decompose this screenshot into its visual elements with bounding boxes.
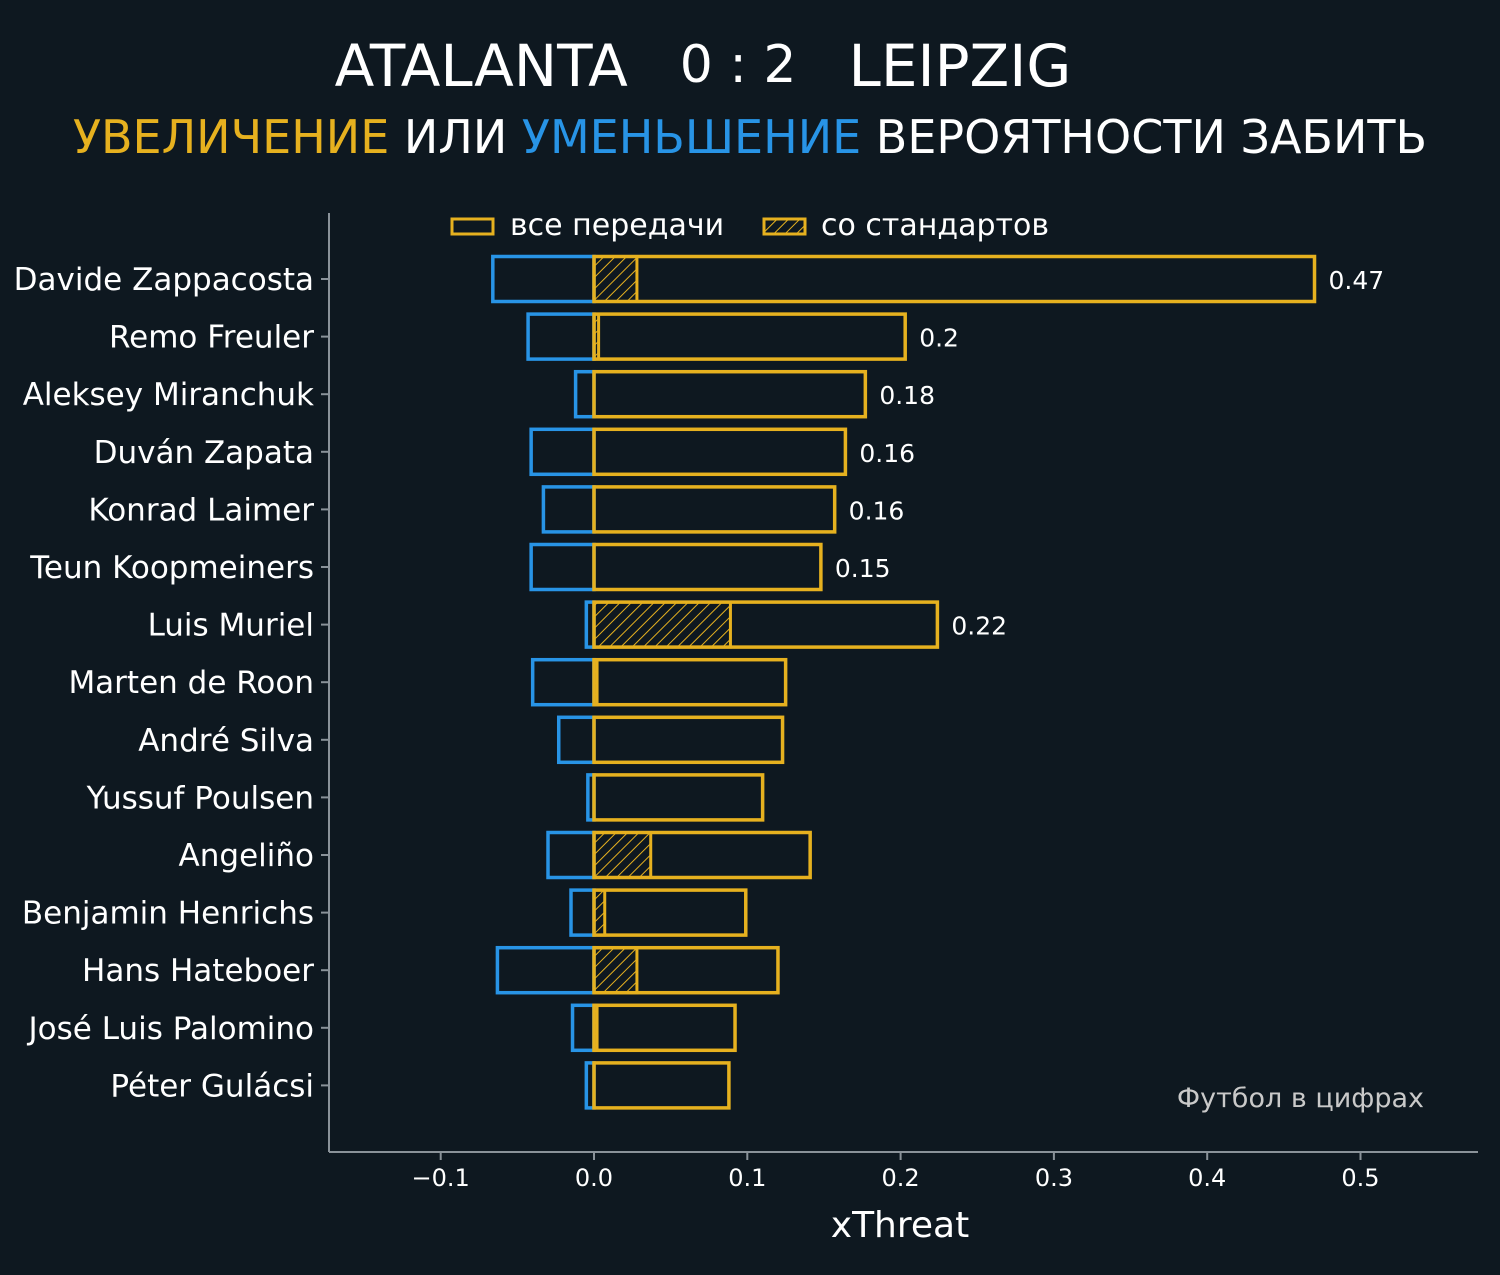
negative-bar [541,485,596,534]
positive-bar [592,888,748,937]
negative-bar [570,1003,596,1053]
value-label: 0.16 [849,496,905,525]
positive-bar [592,312,907,361]
positive-bar [592,830,812,880]
player-name: Davide Zappacosta [14,262,314,298]
player-name: Angeliño [179,838,314,874]
legend-label-all-passes: все передачи [510,208,724,243]
set-piece-bar [592,600,732,649]
value-label: 0.16 [859,439,915,468]
player-row [530,657,788,707]
positive-bar [592,773,765,822]
player-name: Benjamin Henrichs [22,896,314,932]
positive-bar [592,657,788,707]
positive-bar [592,254,1317,304]
player-row: 0.18 [573,369,935,419]
subtitle-or: ИЛИ [389,110,522,164]
watermark: Футбол в цифрах [1177,1083,1424,1114]
player-name: Luis Muriel [148,608,314,644]
x-tick-label: 0.2 [882,1164,920,1192]
legend-swatch-all-passes [450,217,495,236]
player-row [556,715,785,765]
player-name: Marten de Roon [68,665,314,701]
x-tick-label: 0.4 [1188,1164,1226,1192]
negative-bar [526,312,596,361]
set-piece-bar [592,946,639,995]
x-axis-label: xThreat [831,1205,969,1246]
player-name: Duván Zapata [94,435,314,471]
positive-bar [592,485,837,534]
set-piece-bar [592,255,639,303]
player-labels: Davide Zappacosta Remo Freuler Aleksey Mir… [14,262,329,1104]
subtitle: УВЕЛИЧЕНИЕ ИЛИ УМЕНЬШЕНИЕ ВЕРОЯТНОСТИ ЗА… [73,110,1427,164]
x-tick-label: 0.1 [728,1164,766,1192]
player-name: José Luis Palomino [27,1011,314,1047]
player-row [586,773,765,822]
legend: все передачи со стандартов [450,208,1049,243]
home-team: ATALANTA [335,32,628,100]
positive-bar [592,1061,731,1110]
x-tick-label: −0.1 [412,1164,470,1192]
negative-bar [529,542,596,592]
x-tick-label: 0.5 [1341,1164,1379,1192]
positive-bar [592,945,780,995]
bars-layer: 0.47 0.2 0.18 0.16 0.16 0.15 0.22 [491,254,1385,1110]
value-label: 0.2 [919,324,959,353]
player-row [495,945,780,995]
set-piece-bar [592,831,653,879]
positive-bar [592,427,848,477]
positive-bar [592,600,940,649]
negative-bar [556,715,596,765]
player-row: 0.16 [541,485,905,534]
player-name: Péter Gulácsi [110,1068,314,1104]
x-tick-label: 0.3 [1035,1164,1073,1192]
player-name: Yussuf Poulsen [86,780,314,816]
match-score: 0 : 2 [680,35,797,95]
player-row: 0.22 [584,600,1007,649]
value-label: 0.15 [835,554,891,583]
legend-label-set-pieces: со стандартов [821,208,1049,243]
positive-bar [592,542,823,592]
positive-bar [592,369,868,419]
subtitle-decrease: УМЕНЬШЕНИЕ [522,110,861,164]
match-title: ATALANTA 0 : 2 LEIPZIG [335,32,1072,100]
player-name: Konrad Laimer [88,492,314,528]
away-team: LEIPZIG [849,32,1072,100]
player-row: 0.15 [529,542,891,592]
player-row [584,1061,731,1110]
player-name: Teun Koopmeiners [29,550,314,586]
player-row [546,830,812,880]
player-row: 0.16 [529,427,915,477]
subtitle-rest: ВЕРОЯТНОСТИ ЗАБИТЬ [861,110,1427,164]
player-row: 0.2 [526,312,959,361]
positive-bar [592,715,785,765]
value-label: 0.18 [879,381,935,410]
x-tick-label: 0.0 [575,1164,613,1192]
player-name: André Silva [138,723,314,759]
legend-swatch-set-pieces [762,217,807,236]
negative-bar [573,369,596,419]
x-ticks: −0.1 0.0 0.1 0.2 0.3 0.4 0.5 [412,1152,1380,1192]
player-row: 0.47 [491,254,1385,304]
value-label: 0.47 [1329,266,1385,295]
positive-bar [592,1003,737,1053]
player-row [570,1003,737,1053]
negative-bar [546,830,596,880]
negative-bar [530,657,596,707]
player-name: Aleksey Miranchuk [23,377,314,413]
player-name: Hans Hateboer [82,953,314,989]
player-row [569,888,748,937]
value-label: 0.22 [951,612,1007,641]
negative-bar [495,945,596,995]
negative-bar [529,427,596,477]
subtitle-increase: УВЕЛИЧЕНИЕ [73,110,389,164]
negative-bar [491,254,596,304]
negative-bar [569,888,596,937]
player-name: Remo Freuler [109,320,314,356]
